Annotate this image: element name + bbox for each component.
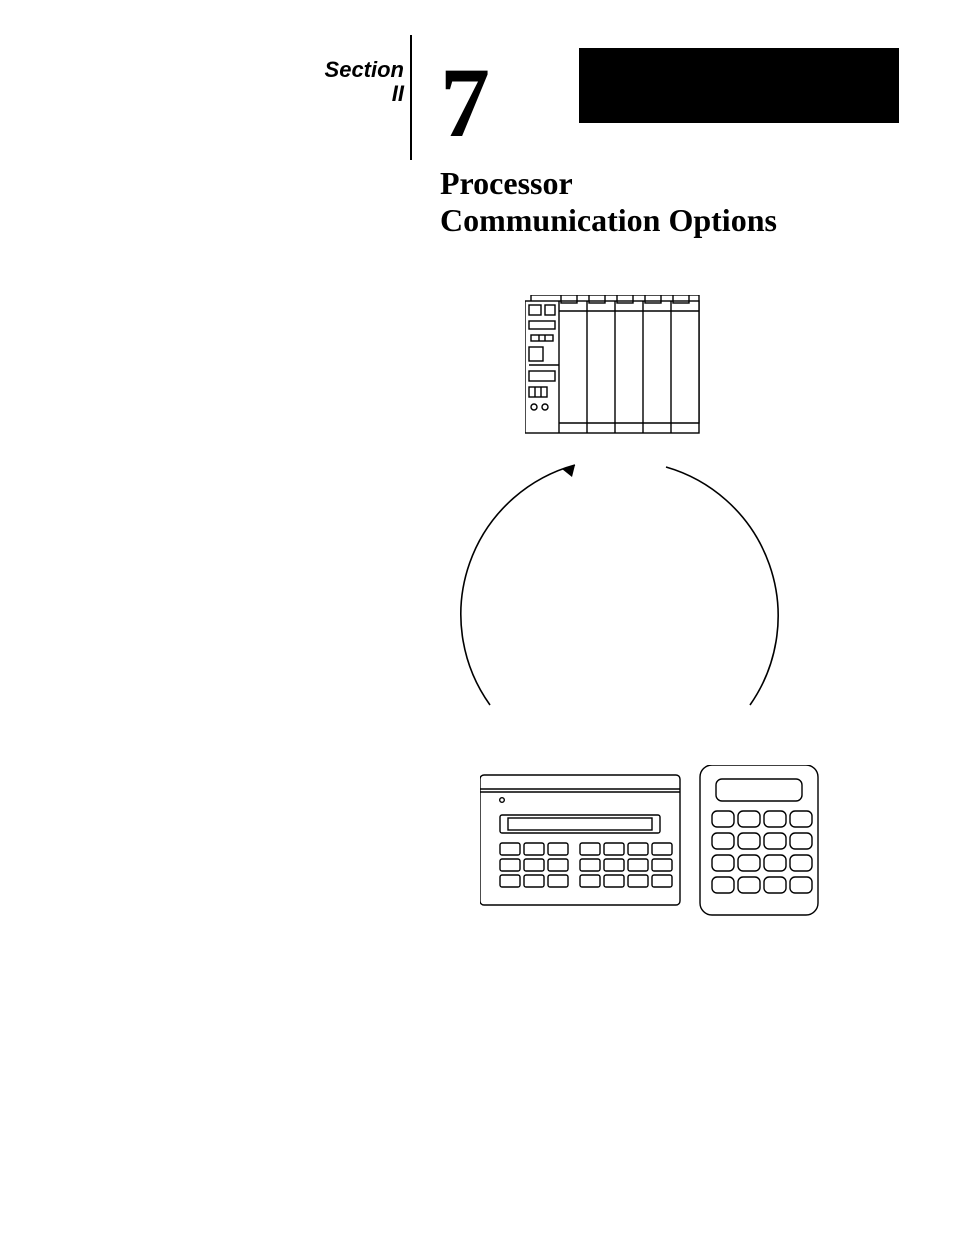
header-vertical-rule <box>410 35 412 160</box>
chapter-title-line2: Communication Options <box>440 202 777 238</box>
header-black-block <box>579 48 899 123</box>
section-label-line2: II <box>392 81 404 106</box>
page: Section II 7 Processor Communication Opt… <box>0 0 954 1235</box>
chapter-title: Processor Communication Options <box>440 165 777 239</box>
terminals-icon <box>480 765 820 920</box>
chapter-title-line1: Processor <box>440 165 573 201</box>
cycle-figure <box>420 285 840 925</box>
section-label: Section II <box>325 58 404 106</box>
plc-chassis-icon <box>525 295 710 435</box>
section-label-line1: Section <box>325 57 404 82</box>
chapter-number: 7 <box>440 45 490 160</box>
cycle-arrows-icon <box>440 445 800 765</box>
